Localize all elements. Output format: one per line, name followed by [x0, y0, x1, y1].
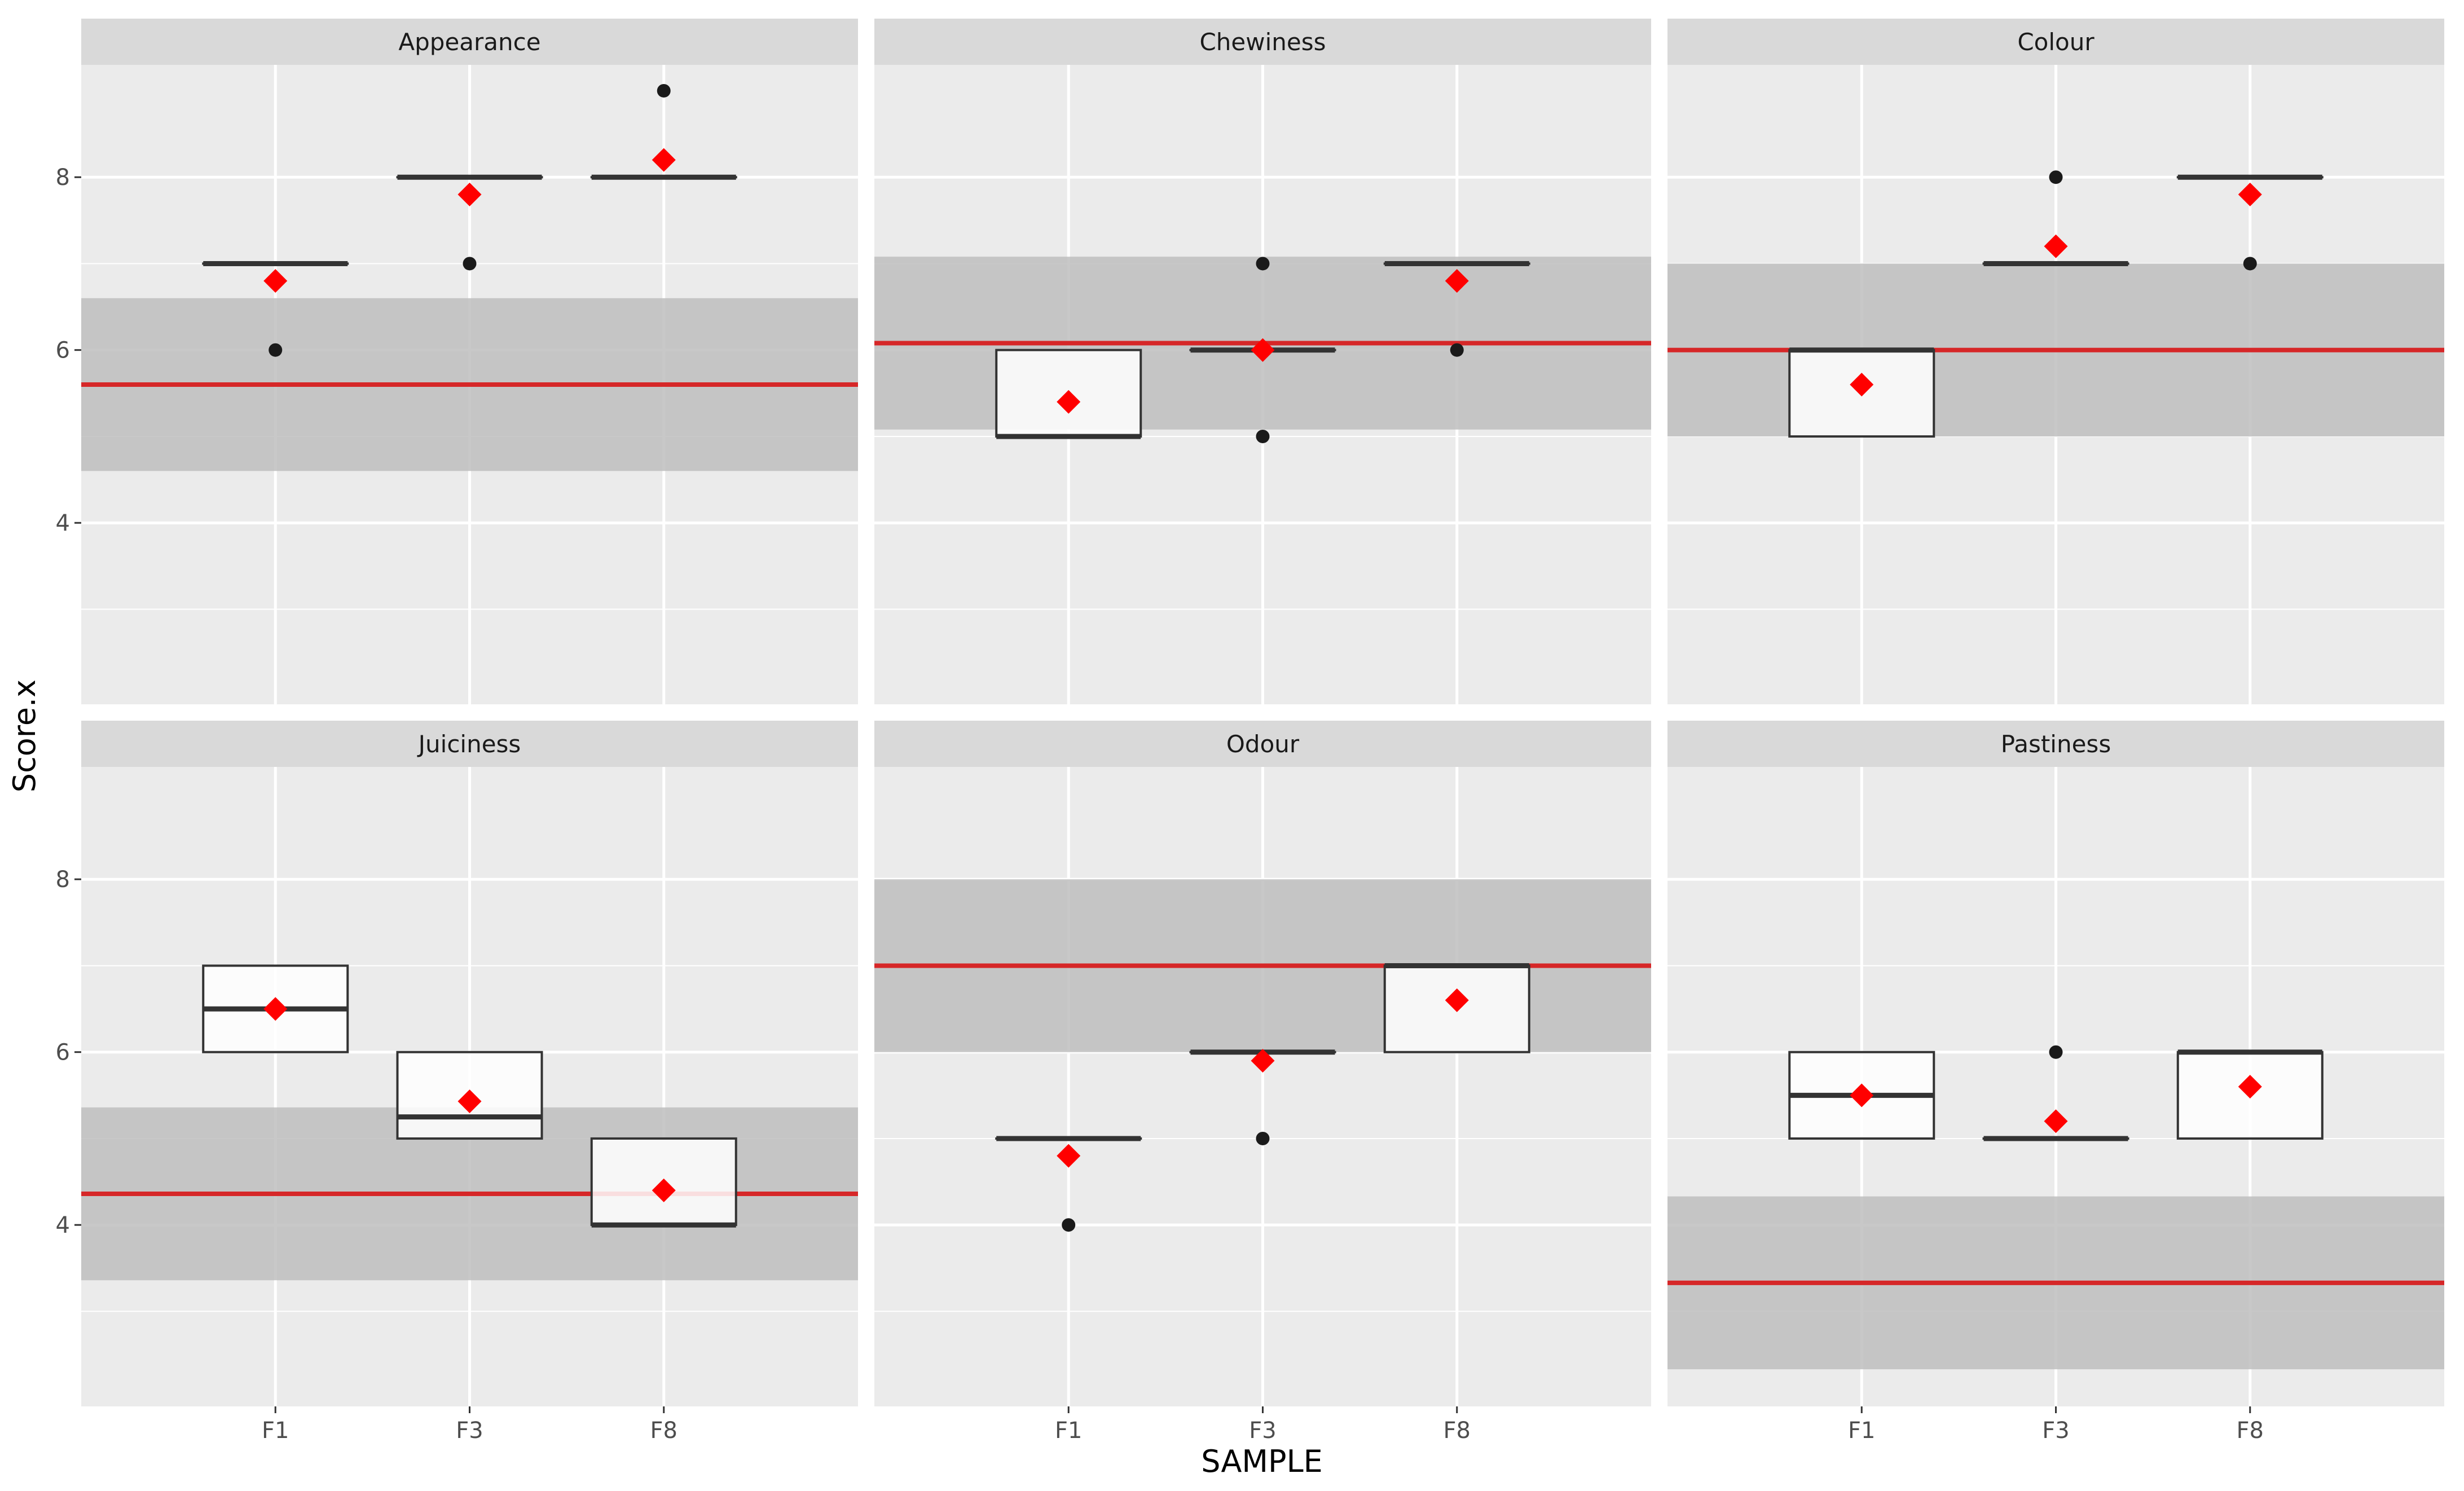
mean-marker [457, 1089, 482, 1114]
facet-strip [81, 721, 858, 767]
facet-title: Pastiness [2001, 730, 2111, 758]
y-tick-label: 8 [56, 867, 70, 893]
box-f3 [1982, 170, 2129, 266]
box-f8 [2176, 174, 2324, 271]
facet-panels: Appearance Chewiness Colour Juiciness Odour P… [81, 19, 2444, 1406]
x-tick-label: F1 [1055, 1418, 1082, 1444]
x-tick-label: F3 [1249, 1418, 1276, 1444]
y-tick-label: 6 [56, 338, 70, 364]
y-tick-label: 4 [56, 1212, 70, 1238]
y-axis-title: Score.x [7, 680, 42, 792]
box-f1 [202, 964, 349, 1053]
facet-strip [1667, 19, 2444, 65]
mean-marker [1251, 1049, 1275, 1073]
x-tick-label: F8 [2237, 1418, 2264, 1444]
y-tick-label: 6 [56, 1040, 70, 1066]
box-f3 [1189, 1049, 1336, 1145]
outlier-point [1062, 1218, 1076, 1232]
x-axis-title: SAMPLE [1201, 1444, 1323, 1479]
outlier-point [2243, 257, 2257, 271]
x-tick-label: F3 [456, 1418, 483, 1444]
outlier-point [1256, 257, 1270, 271]
mean-marker [2238, 1075, 2262, 1099]
box-f1 [1788, 1051, 1935, 1140]
box-f8 [590, 1137, 737, 1228]
box-f1 [995, 1136, 1142, 1232]
y-tick-label: 4 [56, 510, 70, 536]
box-f8 [2176, 1049, 2324, 1140]
mean-marker [2044, 234, 2068, 258]
x-tick-label: F8 [1444, 1418, 1471, 1444]
facet-chewiness: Chewiness [874, 19, 1651, 704]
mean-marker [1445, 988, 1469, 1012]
box-f8 [1383, 963, 1530, 1053]
facet-title: Juiciness [417, 730, 521, 758]
mean-marker [2044, 1109, 2068, 1133]
box-f1 [1788, 347, 1935, 438]
x-tick-label: F3 [2042, 1418, 2069, 1444]
mean-marker [1251, 338, 1275, 362]
facet-juiciness: Juiciness [81, 721, 858, 1406]
mean-marker [1057, 1144, 1081, 1168]
outlier-point [269, 343, 283, 357]
box-f8 [1383, 261, 1530, 357]
facet-title: Colour [2017, 28, 2095, 56]
box-body [396, 1051, 543, 1140]
mean-marker [1850, 1083, 1874, 1108]
box-f8 [590, 83, 737, 180]
axis-ticks: 4 6 8 4 6 8 F1 F3 F8 F1 F3 F8 F1 F3 F8 [56, 165, 2264, 1444]
mean-marker [1057, 390, 1081, 414]
outlier-point [1450, 343, 1464, 357]
box-f3 [1189, 257, 1336, 443]
mean-marker [1445, 269, 1469, 293]
box-f1 [995, 349, 1142, 439]
mean-marker [1850, 373, 1874, 396]
outlier-point [463, 257, 477, 271]
outlier-point [1256, 429, 1270, 443]
facet-colour: Colour [1667, 19, 2444, 704]
mean-marker [652, 148, 676, 172]
x-tick-label: F1 [1848, 1418, 1875, 1444]
box-f1 [202, 261, 349, 357]
facet-strip [874, 721, 1651, 767]
outlier-point [1256, 1131, 1270, 1145]
x-tick-label: F8 [650, 1418, 677, 1444]
mean-marker [2238, 182, 2262, 206]
outlier-point [2049, 1045, 2063, 1059]
facet-strip [81, 19, 858, 65]
facet-title: Appearance [398, 28, 540, 56]
x-tick-label: F1 [262, 1418, 289, 1444]
mean-marker [263, 997, 288, 1021]
facet-odour: Odour [874, 721, 1651, 1406]
mean-marker [652, 1178, 676, 1202]
box-f3 [396, 1051, 543, 1140]
mean-marker [457, 182, 482, 206]
facet-strip [1667, 721, 2444, 767]
facet-title: Odour [1226, 730, 1300, 758]
box-f3 [396, 174, 543, 271]
box-f3 [1982, 1045, 2129, 1141]
y-tick-label: 8 [56, 165, 70, 191]
facet-strip [874, 19, 1651, 65]
outlier-point [2049, 170, 2063, 184]
outlier-point [657, 83, 671, 98]
facet-title: Chewiness [1199, 28, 1326, 56]
facet-pastiness: Pastiness [1667, 721, 2444, 1406]
mean-marker [263, 269, 288, 293]
facet-appearance: Appearance [81, 19, 858, 704]
